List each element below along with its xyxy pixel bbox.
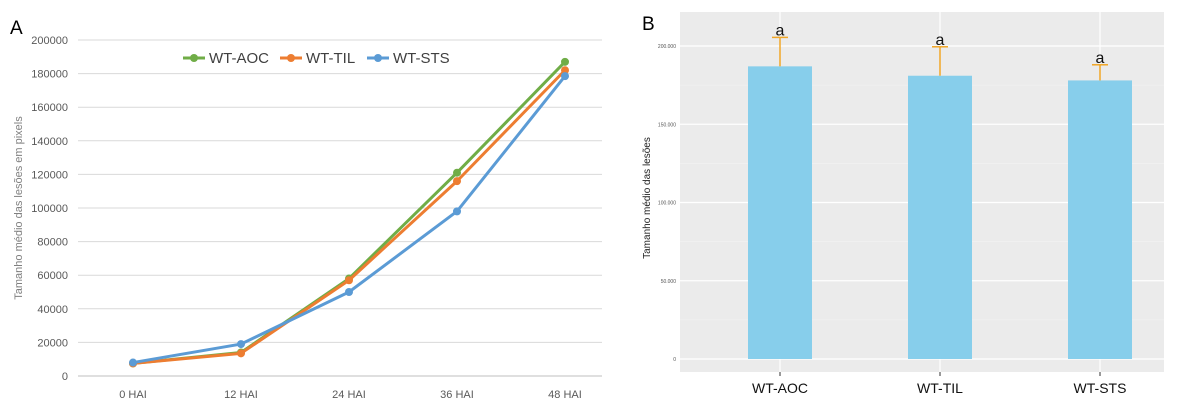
data-point <box>561 66 569 75</box>
x-tick-label: WT-STS <box>1074 380 1127 396</box>
y-tick-label: 180000 <box>31 69 68 81</box>
x-tick-label: 48 HAI <box>548 389 582 399</box>
x-tick-label: WT-TIL <box>917 380 963 396</box>
data-point <box>561 72 569 81</box>
x-tick-label: WT-AOC <box>752 380 808 396</box>
y-axis-ticks: 0 50.000 100.000 150.000 200.000 <box>658 44 676 363</box>
significance-label: a <box>936 32 945 49</box>
bars: a a a <box>748 22 1132 360</box>
series-line <box>132 75 567 365</box>
series-line <box>132 69 567 365</box>
data-point <box>345 276 353 285</box>
line-chart-panel-a: A 0 20000 40000 60000 80000 100000 120000 14000… <box>10 18 602 399</box>
y-tick-label: 200000 <box>31 35 68 47</box>
y-tick-label: 0 <box>673 357 676 363</box>
bar <box>908 75 972 360</box>
y-axis-label: Tamanho médio das lesões em pixels <box>13 116 25 300</box>
series-lines <box>129 57 569 368</box>
legend-label: WT-TIL <box>306 50 355 67</box>
y-tick-label: 80000 <box>37 237 68 249</box>
bar <box>1068 80 1132 360</box>
legend-marker <box>287 54 295 62</box>
y-tick-label: 140000 <box>31 136 68 148</box>
legend-item: WT-STS <box>367 50 450 67</box>
legend-label: WT-STS <box>393 50 450 67</box>
data-point <box>237 349 245 358</box>
gridlines <box>78 39 602 377</box>
y-tick-label: 200.000 <box>658 44 676 50</box>
legend-label: WT-AOC <box>209 50 269 67</box>
y-tick-label: 0 <box>62 371 68 383</box>
y-axis-ticks: 0 20000 40000 60000 80000 100000 120000 140000 1… <box>31 35 68 383</box>
legend-item: WT-AOC <box>183 50 269 67</box>
legend-item: WT-TIL <box>280 50 355 67</box>
y-axis-label: Tamanho médio das lesões <box>642 137 653 259</box>
data-point <box>453 177 461 186</box>
y-tick-label: 150.000 <box>658 122 676 128</box>
y-tick-label: 100000 <box>31 203 68 215</box>
y-tick-label: 160000 <box>31 102 68 114</box>
x-tick-label: 12 HAI <box>224 389 258 399</box>
y-tick-label: 50.000 <box>661 279 677 285</box>
x-tick-label: 24 HAI <box>332 389 366 399</box>
y-tick-label: 100.000 <box>658 201 676 207</box>
significance-label: a <box>776 22 785 39</box>
data-point <box>237 340 245 349</box>
significance-label: a <box>1096 50 1105 67</box>
y-tick-label: 60000 <box>37 270 68 282</box>
x-axis-ticks: WT-AOC WT-TIL WT-STS <box>752 372 1126 396</box>
bar <box>748 66 812 359</box>
legend-marker <box>374 54 382 62</box>
series-wt-aoc <box>129 57 569 368</box>
y-tick-label: 40000 <box>37 304 68 316</box>
panel-label-a: A <box>10 18 23 39</box>
series-wt-til <box>129 66 569 368</box>
data-point <box>453 207 461 216</box>
bar-chart-panel-b: B 0 50.000 100.000 150.000 200.000 Tamanho m… <box>642 12 1164 396</box>
data-point <box>561 57 569 66</box>
legend: WT-AOC WT-TIL WT-STS <box>183 50 450 67</box>
x-tick-label: 0 HAI <box>119 389 147 399</box>
y-tick-label: 20000 <box>37 337 68 349</box>
data-point <box>129 358 137 367</box>
data-point <box>453 168 461 177</box>
x-tick-label: 36 HAI <box>440 389 474 399</box>
panel-label-b: B <box>642 14 655 35</box>
x-axis-ticks: 0 HAI 12 HAI 24 HAI 36 HAI 48 HAI <box>119 389 582 399</box>
legend-marker <box>190 54 198 62</box>
series-wt-sts <box>129 72 569 367</box>
data-point <box>345 288 353 296</box>
y-tick-label: 120000 <box>31 169 68 181</box>
